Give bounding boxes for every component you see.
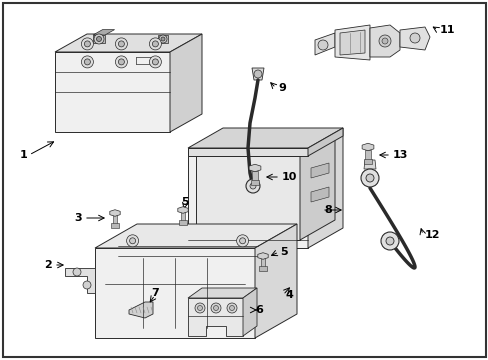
Circle shape: [159, 35, 167, 43]
Polygon shape: [187, 148, 307, 156]
Circle shape: [249, 183, 256, 189]
Polygon shape: [113, 215, 117, 226]
Circle shape: [360, 169, 378, 187]
Text: 2: 2: [44, 260, 52, 270]
Text: 3: 3: [74, 213, 82, 223]
Polygon shape: [310, 187, 328, 202]
Circle shape: [83, 281, 91, 289]
Polygon shape: [362, 143, 373, 151]
Text: 12: 12: [424, 230, 440, 240]
Circle shape: [253, 70, 262, 78]
Polygon shape: [55, 52, 170, 132]
Text: 11: 11: [439, 25, 454, 35]
Polygon shape: [187, 128, 342, 148]
Polygon shape: [95, 248, 254, 338]
Polygon shape: [65, 268, 95, 293]
Circle shape: [213, 306, 218, 310]
Text: 6: 6: [254, 305, 263, 315]
Circle shape: [210, 303, 221, 313]
Polygon shape: [251, 68, 264, 80]
Polygon shape: [55, 34, 202, 52]
Polygon shape: [95, 224, 296, 248]
Polygon shape: [243, 288, 257, 336]
Text: 4: 4: [285, 290, 292, 300]
Text: 5: 5: [280, 247, 287, 257]
Circle shape: [409, 33, 419, 43]
Circle shape: [317, 40, 327, 50]
Polygon shape: [363, 159, 371, 164]
Polygon shape: [196, 156, 299, 240]
Polygon shape: [187, 288, 257, 298]
Polygon shape: [170, 34, 202, 132]
Circle shape: [161, 37, 164, 41]
Polygon shape: [187, 298, 243, 336]
Circle shape: [239, 238, 245, 244]
Polygon shape: [307, 128, 342, 248]
Polygon shape: [260, 258, 264, 269]
Polygon shape: [111, 223, 119, 228]
Circle shape: [149, 38, 161, 50]
Polygon shape: [250, 180, 259, 185]
Text: 9: 9: [278, 83, 285, 93]
Polygon shape: [181, 212, 185, 223]
Polygon shape: [178, 207, 188, 213]
Polygon shape: [93, 35, 105, 43]
Text: 1: 1: [19, 150, 27, 160]
Text: 13: 13: [392, 150, 407, 160]
Circle shape: [245, 179, 260, 193]
Polygon shape: [363, 160, 375, 169]
Circle shape: [115, 38, 127, 50]
Circle shape: [81, 38, 93, 50]
Polygon shape: [259, 266, 266, 271]
Circle shape: [381, 38, 387, 44]
Polygon shape: [334, 25, 369, 60]
Circle shape: [149, 56, 161, 68]
Circle shape: [129, 238, 135, 244]
Circle shape: [197, 306, 202, 310]
Polygon shape: [93, 30, 114, 35]
Circle shape: [94, 34, 104, 44]
Polygon shape: [187, 148, 307, 248]
Circle shape: [226, 303, 237, 313]
Circle shape: [84, 59, 90, 65]
Polygon shape: [248, 164, 261, 172]
Polygon shape: [257, 253, 267, 259]
Circle shape: [96, 36, 102, 41]
Circle shape: [152, 59, 158, 65]
Circle shape: [380, 232, 398, 250]
Polygon shape: [369, 25, 399, 57]
Circle shape: [126, 235, 138, 247]
Polygon shape: [110, 210, 120, 216]
Circle shape: [84, 41, 90, 47]
Polygon shape: [310, 163, 328, 178]
Text: 5: 5: [181, 197, 188, 207]
Circle shape: [73, 268, 81, 276]
Text: 10: 10: [282, 172, 297, 182]
Circle shape: [115, 56, 127, 68]
Polygon shape: [254, 224, 296, 338]
Polygon shape: [179, 220, 186, 225]
Circle shape: [385, 237, 393, 245]
Circle shape: [81, 56, 93, 68]
Polygon shape: [339, 30, 364, 55]
Polygon shape: [158, 35, 168, 43]
Circle shape: [118, 41, 124, 47]
Circle shape: [378, 35, 390, 47]
Circle shape: [365, 174, 373, 182]
Circle shape: [152, 41, 158, 47]
Polygon shape: [129, 302, 153, 318]
Polygon shape: [252, 171, 257, 183]
Text: 8: 8: [324, 205, 331, 215]
Polygon shape: [307, 128, 342, 156]
Polygon shape: [399, 27, 429, 50]
Text: 7: 7: [151, 288, 159, 298]
Polygon shape: [314, 33, 334, 55]
Circle shape: [229, 306, 234, 310]
Circle shape: [236, 235, 248, 247]
Polygon shape: [365, 150, 370, 162]
Polygon shape: [299, 136, 334, 240]
Circle shape: [118, 59, 124, 65]
Circle shape: [195, 303, 204, 313]
